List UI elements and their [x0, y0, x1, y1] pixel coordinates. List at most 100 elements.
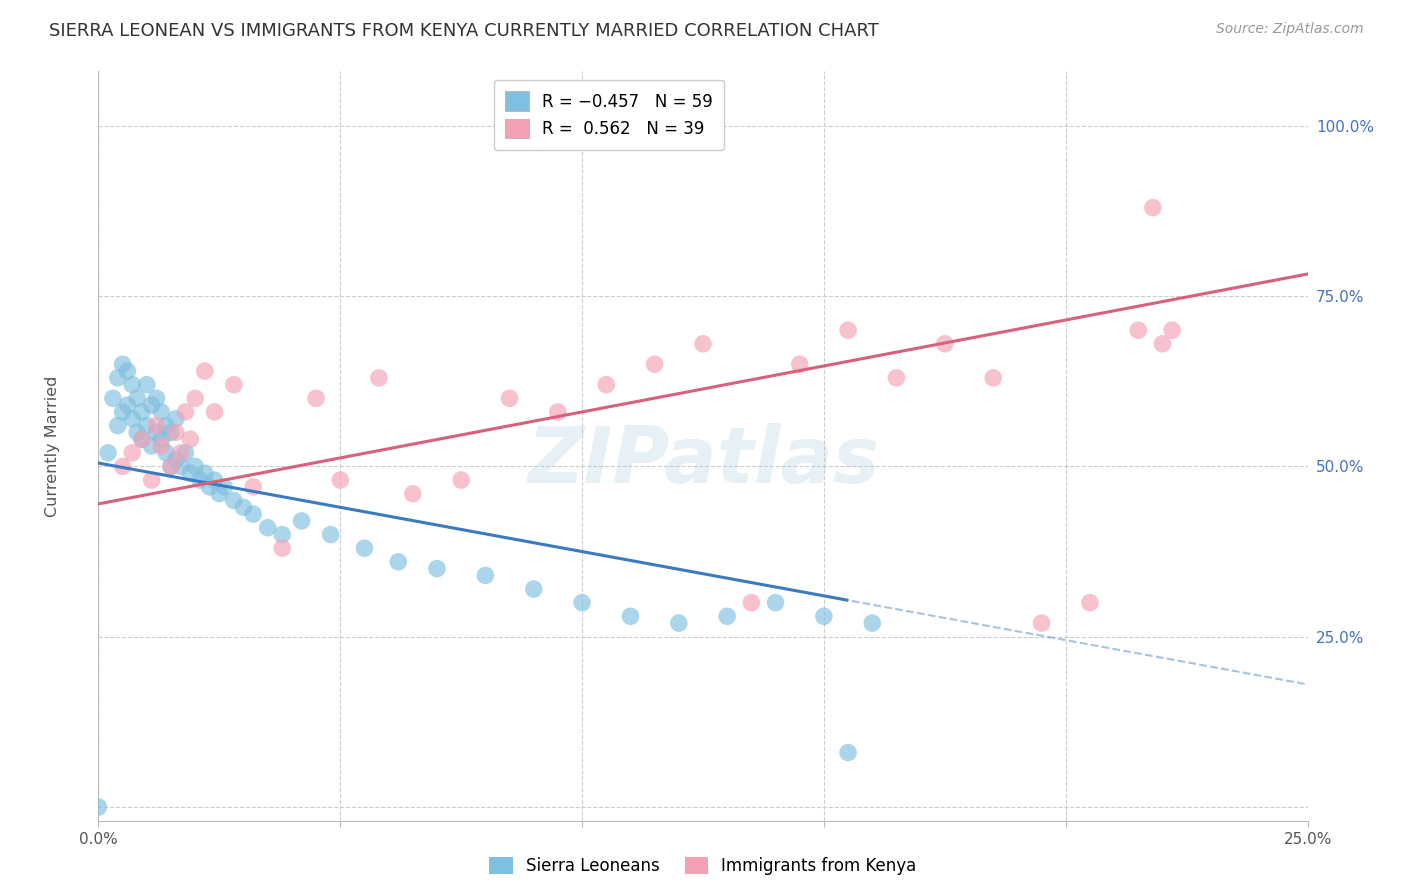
Point [121, 377, 143, 392]
Point [547, 405, 569, 419]
Point [174, 405, 197, 419]
Point [242, 480, 264, 494]
Point [1031, 616, 1053, 631]
Point [271, 527, 294, 541]
Point [981, 371, 1004, 385]
Point [101, 392, 124, 406]
Point [934, 336, 956, 351]
Point [450, 473, 472, 487]
Point [860, 616, 883, 631]
Point [111, 357, 134, 371]
Point [141, 439, 163, 453]
Point [165, 411, 187, 425]
Point [135, 418, 157, 433]
Point [271, 541, 294, 556]
Point [150, 405, 173, 419]
Point [184, 459, 207, 474]
Point [837, 746, 859, 760]
Point [121, 446, 143, 460]
Text: Source: ZipAtlas.com: Source: ZipAtlas.com [1216, 22, 1364, 37]
Point [160, 425, 183, 440]
Point [165, 425, 187, 440]
Point [117, 398, 139, 412]
Point [179, 467, 201, 481]
Point [188, 473, 211, 487]
Point [523, 582, 546, 596]
Point [165, 452, 187, 467]
Point [212, 480, 235, 494]
Point [107, 371, 129, 385]
Point [402, 486, 425, 500]
Point [644, 357, 666, 371]
Point [716, 609, 738, 624]
Point [184, 392, 207, 406]
Point [498, 392, 520, 406]
Point [194, 467, 217, 481]
Legend: Sierra Leoneans, Immigrants from Kenya: Sierra Leoneans, Immigrants from Kenya [482, 850, 924, 882]
Point [107, 418, 129, 433]
Point [111, 405, 134, 419]
Point [740, 596, 762, 610]
Point [198, 480, 221, 494]
Point [232, 500, 254, 515]
Point [204, 405, 226, 419]
Point [131, 432, 153, 446]
Point [160, 459, 183, 474]
Point [692, 336, 714, 351]
Point [111, 459, 134, 474]
Point [222, 377, 245, 392]
Point [619, 609, 641, 624]
Point [135, 377, 157, 392]
Point [222, 493, 245, 508]
Point [121, 411, 143, 425]
Point [789, 357, 811, 371]
Point [155, 446, 177, 460]
Point [204, 473, 226, 487]
Point [668, 616, 690, 631]
Point [127, 425, 149, 440]
Point [256, 521, 278, 535]
Point [886, 371, 908, 385]
Point [155, 418, 177, 433]
Point [169, 446, 191, 460]
Point [1128, 323, 1150, 337]
Point [145, 425, 167, 440]
Point [837, 323, 859, 337]
Point [150, 439, 173, 453]
Point [169, 459, 191, 474]
Point [141, 473, 163, 487]
Point [127, 392, 149, 406]
Point [1152, 336, 1174, 351]
Point [329, 473, 352, 487]
Point [290, 514, 312, 528]
Text: ZIPatlas: ZIPatlas [527, 423, 879, 499]
Legend: R = −0.457   N = 59, R =  0.562   N = 39: R = −0.457 N = 59, R = 0.562 N = 39 [494, 79, 724, 150]
Point [174, 446, 197, 460]
Point [368, 371, 391, 385]
Point [145, 392, 167, 406]
Point [208, 486, 231, 500]
Point [179, 432, 201, 446]
Point [595, 377, 617, 392]
Point [242, 507, 264, 521]
Point [194, 364, 217, 378]
Point [150, 432, 173, 446]
Point [131, 405, 153, 419]
Point [1161, 323, 1184, 337]
Point [97, 446, 120, 460]
Point [131, 432, 153, 446]
Point [474, 568, 496, 582]
Point [765, 596, 787, 610]
Point [426, 561, 449, 575]
Point [571, 596, 593, 610]
Point [1142, 201, 1164, 215]
Point [813, 609, 835, 624]
Point [319, 527, 342, 541]
Point [353, 541, 375, 556]
Point [117, 364, 139, 378]
Text: SIERRA LEONEAN VS IMMIGRANTS FROM KENYA CURRENTLY MARRIED CORRELATION CHART: SIERRA LEONEAN VS IMMIGRANTS FROM KENYA … [49, 22, 879, 40]
Point [1078, 596, 1101, 610]
Point [387, 555, 409, 569]
Point [160, 459, 183, 474]
Point [305, 392, 328, 406]
